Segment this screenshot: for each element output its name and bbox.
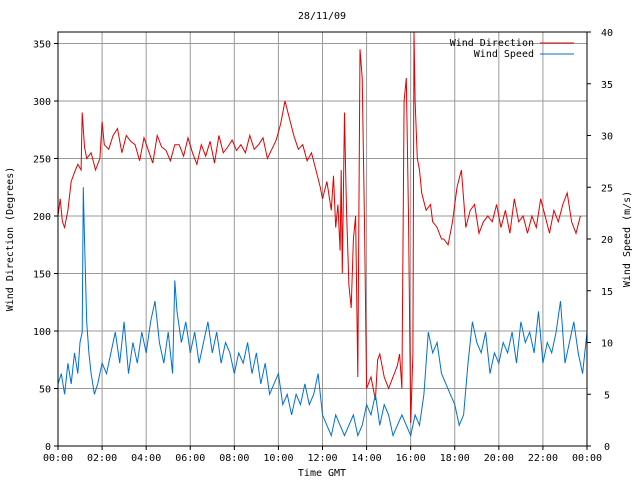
y-right-tick-label: 20 <box>601 235 613 246</box>
series-line-wind-direction <box>57 31 581 424</box>
y-right-tick-label: 25 <box>601 183 613 194</box>
y-right-tick-label: 0 <box>604 442 610 453</box>
x-tick-label: 00:00 <box>572 453 602 464</box>
y-axis-left: 0 50 100 150 200 250 300 350 <box>33 40 58 453</box>
y-right-tick-label: 15 <box>601 287 613 298</box>
x-tick-label: 22:00 <box>528 453 558 464</box>
x-tick-label: 12:00 <box>307 453 337 464</box>
x-tick-label: 14:00 <box>352 453 382 464</box>
y-left-tick-label: 300 <box>33 97 51 108</box>
grid <box>58 32 587 446</box>
legend: Wind Direction Wind Speed <box>450 38 574 60</box>
y-right-tick-label: 35 <box>601 80 613 91</box>
x-tick-label: 16:00 <box>396 453 426 464</box>
y-axis-right: 0 5 10 15 20 25 30 35 40 <box>587 28 613 453</box>
y-left-tick-label: 250 <box>33 155 51 166</box>
y-left-tick-label: 200 <box>33 212 51 223</box>
x-axis-title: Time GMT <box>298 468 346 479</box>
x-tick-label: 02:00 <box>87 453 117 464</box>
y-right-tick-label: 40 <box>601 28 613 39</box>
x-axis: 00:00 02:00 04:00 06:00 08:00 10:00 12:00 14:00… <box>43 446 602 464</box>
y-left-tick-label: 100 <box>33 327 51 338</box>
y-axis-right-title: Wind Speed (m/s) <box>622 191 633 287</box>
series-line-wind-speed <box>57 187 588 438</box>
y-axis-left-title: Wind Direction (Degrees) <box>5 167 16 312</box>
x-tick-label: 08:00 <box>219 453 249 464</box>
y-left-tick-label: 50 <box>39 385 51 396</box>
x-tick-label: 10:00 <box>263 453 293 464</box>
x-tick-label: 18:00 <box>440 453 470 464</box>
legend-label-wind-speed: Wind Speed <box>474 49 534 60</box>
x-tick-label: 00:00 <box>43 453 73 464</box>
y-right-tick-label: 30 <box>601 132 613 143</box>
y-right-tick-label: 5 <box>604 390 610 401</box>
x-tick-label: 04:00 <box>131 453 161 464</box>
y-left-tick-label: 150 <box>33 270 51 281</box>
y-left-tick-label: 0 <box>45 442 51 453</box>
y-right-tick-label: 10 <box>601 339 613 350</box>
x-tick-label: 06:00 <box>175 453 205 464</box>
x-tick-label: 20:00 <box>484 453 514 464</box>
series-layer <box>57 31 588 438</box>
chart-title: 28/11/09 <box>298 11 346 22</box>
y-left-tick-label: 350 <box>33 40 51 51</box>
legend-label-wind-direction: Wind Direction <box>450 38 534 49</box>
